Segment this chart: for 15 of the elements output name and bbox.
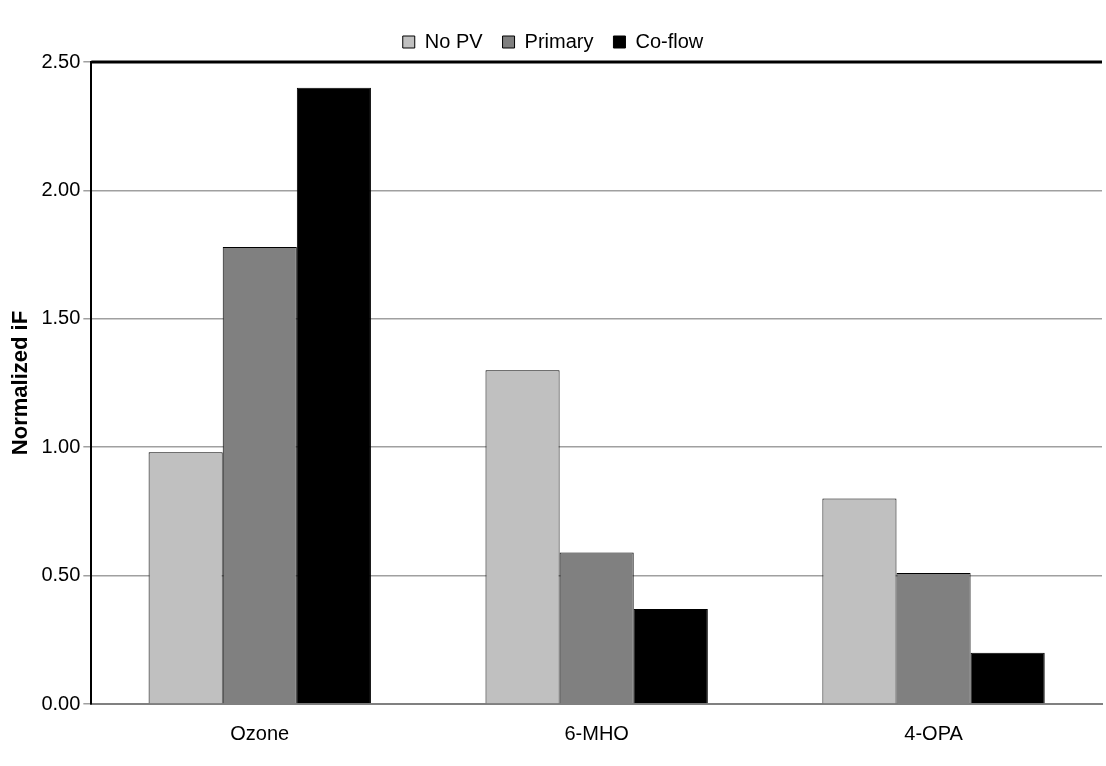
y-tick-label: 0.00 <box>41 691 81 714</box>
legend-label: Co-flow <box>635 29 704 52</box>
x-tick-label: 4-OPA <box>904 721 964 744</box>
bar <box>970 652 1045 704</box>
x-tick-label: 6-MHO <box>564 721 629 744</box>
y-tick-label: 2.50 <box>41 49 81 72</box>
x-tick-label: Ozone <box>230 721 290 744</box>
y-tick-label: 2.00 <box>41 177 81 200</box>
legend-label: Primary <box>524 29 594 52</box>
bar <box>633 608 708 704</box>
y-axis-title: Normalized iF <box>7 310 33 456</box>
y-tick-label: 0.50 <box>41 563 81 586</box>
legend-label: No PV <box>424 29 484 52</box>
y-tick-label: 1.50 <box>41 306 81 329</box>
y-tick-label: 1.00 <box>41 434 81 457</box>
